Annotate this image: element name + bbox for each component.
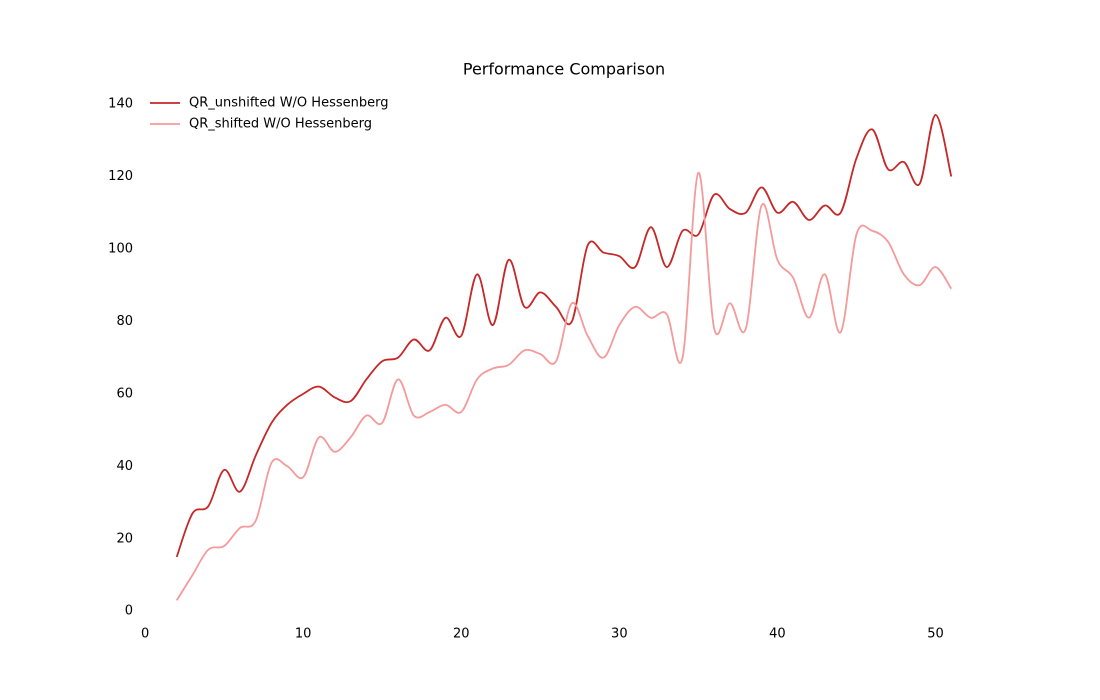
y-tick-label: 80 <box>116 314 133 329</box>
x-tick-label: 10 <box>295 627 312 642</box>
y-tick-label: 120 <box>108 169 133 184</box>
y-tick-label: 100 <box>108 241 133 256</box>
y-tick-label: 140 <box>108 97 133 112</box>
line-series <box>175 171 953 601</box>
x-tick-label: 20 <box>453 627 470 642</box>
y-tick-label: 60 <box>116 386 133 401</box>
x-tick-label: 30 <box>611 627 628 642</box>
y-tick-label: 20 <box>116 531 133 546</box>
chart-title: Performance Comparison <box>463 60 665 79</box>
x-tick-label: 0 <box>141 627 149 642</box>
legend-label: QR_unshifted W/O Hessenberg <box>189 96 388 111</box>
x-tick-label: 40 <box>769 627 786 642</box>
y-tick-label: 40 <box>116 459 133 474</box>
legend-label: QR_shifted W/O Hessenberg <box>189 117 372 132</box>
y-tick-label: 0 <box>125 604 133 619</box>
x-tick-label: 50 <box>927 627 944 642</box>
line-series <box>175 113 953 558</box>
